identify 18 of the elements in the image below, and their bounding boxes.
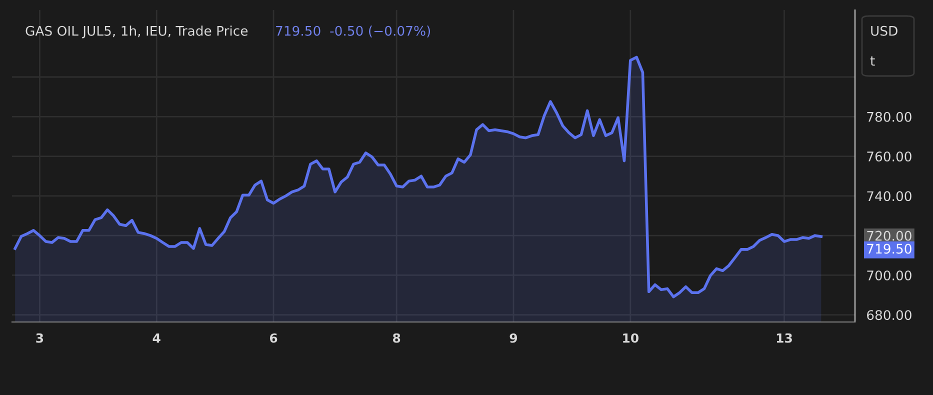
x-tick-label: 6 xyxy=(270,333,278,343)
y-tick-label: 720.00 xyxy=(867,230,912,241)
text: 719.50 -0.50 (−0.07%) xyxy=(276,26,430,38)
text: 719.50 xyxy=(867,244,912,254)
y-tick-label: 680.00 xyxy=(867,310,912,320)
text: USD xyxy=(871,26,898,36)
x-tick-label: 10 xyxy=(623,333,639,343)
text: t xyxy=(870,56,875,66)
x-tick-label: 13 xyxy=(776,333,792,343)
y-tick-label: 700.00 xyxy=(867,270,912,280)
y-tick-label: 780.00 xyxy=(867,112,912,122)
y-tick-label: 760.00 xyxy=(867,152,912,162)
x-tick-label: 4 xyxy=(152,333,160,343)
x-tick-label: 3 xyxy=(36,333,44,343)
y-tick-label: 740.00 xyxy=(867,191,912,202)
x-tick-label: 8 xyxy=(392,333,400,343)
text: GAS OIL JUL5, 1h, IEU, Trade Price xyxy=(26,26,248,38)
x-tick-label: 9 xyxy=(510,333,518,343)
